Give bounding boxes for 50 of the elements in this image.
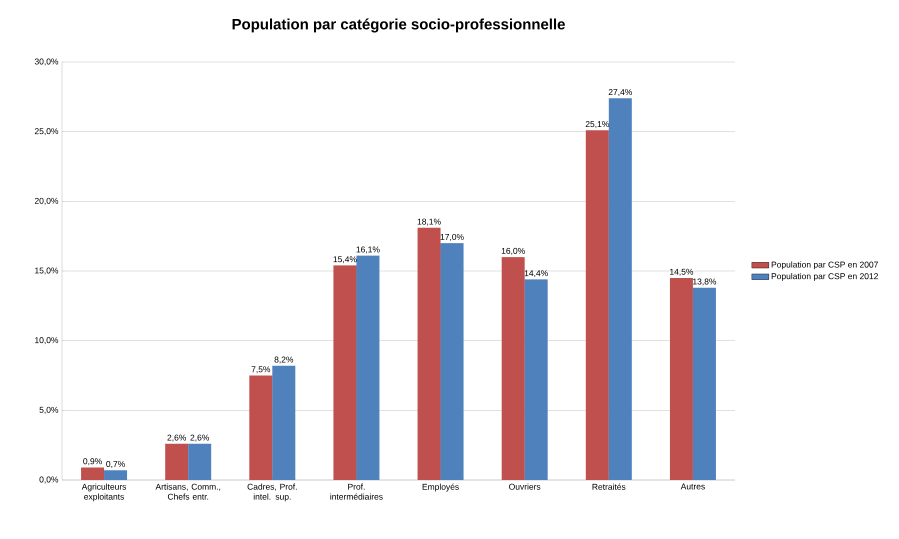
bar bbox=[440, 243, 464, 480]
legend-label: Population par CSP en 2007 bbox=[772, 261, 878, 270]
bar bbox=[272, 366, 296, 480]
data-label: 8,2% bbox=[274, 356, 294, 364]
bar bbox=[586, 130, 609, 480]
bar bbox=[333, 265, 356, 480]
data-label: 25,1% bbox=[586, 121, 610, 128]
bar bbox=[104, 470, 128, 480]
x-tick-label: Agriculteurs exploitants bbox=[82, 484, 126, 502]
bar bbox=[502, 257, 525, 480]
data-label: 7,5% bbox=[252, 366, 270, 374]
bar bbox=[165, 444, 188, 480]
data-label: 14,5% bbox=[670, 268, 694, 276]
y-tick-label: 30,0% bbox=[34, 58, 58, 66]
data-label: 0,9% bbox=[83, 458, 102, 466]
y-tick-label: 0,0% bbox=[40, 476, 58, 484]
bar bbox=[81, 467, 104, 480]
data-label: 16,0% bbox=[502, 248, 525, 255]
data-label: 27,4% bbox=[608, 89, 632, 96]
data-label: 15,4% bbox=[334, 256, 357, 264]
bar bbox=[356, 256, 380, 480]
data-label: 14,4% bbox=[524, 270, 548, 278]
data-label: 18,1% bbox=[418, 218, 441, 226]
bar bbox=[418, 228, 441, 480]
y-tick-label: 25,0% bbox=[34, 128, 58, 136]
data-label: 2,6% bbox=[190, 434, 210, 442]
bar bbox=[670, 278, 693, 480]
y-tick-label: 20,0% bbox=[34, 198, 58, 205]
y-tick-label: 10,0% bbox=[35, 337, 58, 344]
chart-title: Population par catégorie socio-professionnelle bbox=[232, 18, 565, 33]
x-tick-label: Ouvriers bbox=[509, 484, 540, 490]
data-label: 13,8% bbox=[693, 278, 716, 286]
data-label: 0,7% bbox=[106, 461, 125, 468]
data-label: 17,0% bbox=[440, 234, 464, 241]
x-tick-label: Autres bbox=[680, 484, 705, 490]
data-label: 16,1% bbox=[356, 246, 380, 254]
bar bbox=[249, 376, 272, 480]
x-tick-label: Employés bbox=[422, 484, 459, 492]
legend-label: Population par CSP en 2012 bbox=[772, 272, 878, 281]
y-tick-label: 5,0% bbox=[40, 406, 58, 414]
y-tick-label: 15,0% bbox=[35, 268, 58, 274]
data-label: 2,6% bbox=[167, 434, 186, 442]
bar bbox=[608, 98, 632, 480]
x-tick-label: Prof. intermédiaires bbox=[330, 484, 383, 500]
bar bbox=[188, 444, 212, 480]
x-tick-label: Retraités bbox=[592, 484, 626, 490]
bar bbox=[524, 279, 548, 480]
x-tick-label: Cadres, Prof. intel. sup. bbox=[248, 484, 297, 502]
bar bbox=[692, 288, 716, 480]
x-tick-label: Artisans, Comm., Chefs entr. bbox=[156, 484, 220, 500]
